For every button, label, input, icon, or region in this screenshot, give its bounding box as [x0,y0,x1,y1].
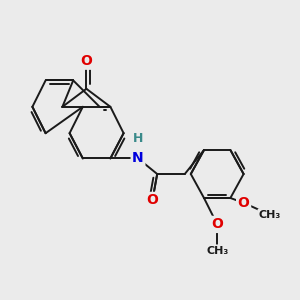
Text: N: N [132,152,144,165]
Text: CH₃: CH₃ [259,210,281,220]
Text: O: O [146,194,158,207]
Text: H: H [133,131,143,145]
Text: O: O [238,196,250,210]
Text: O: O [211,218,223,231]
Text: CH₃: CH₃ [206,246,228,256]
Text: O: O [80,54,92,68]
